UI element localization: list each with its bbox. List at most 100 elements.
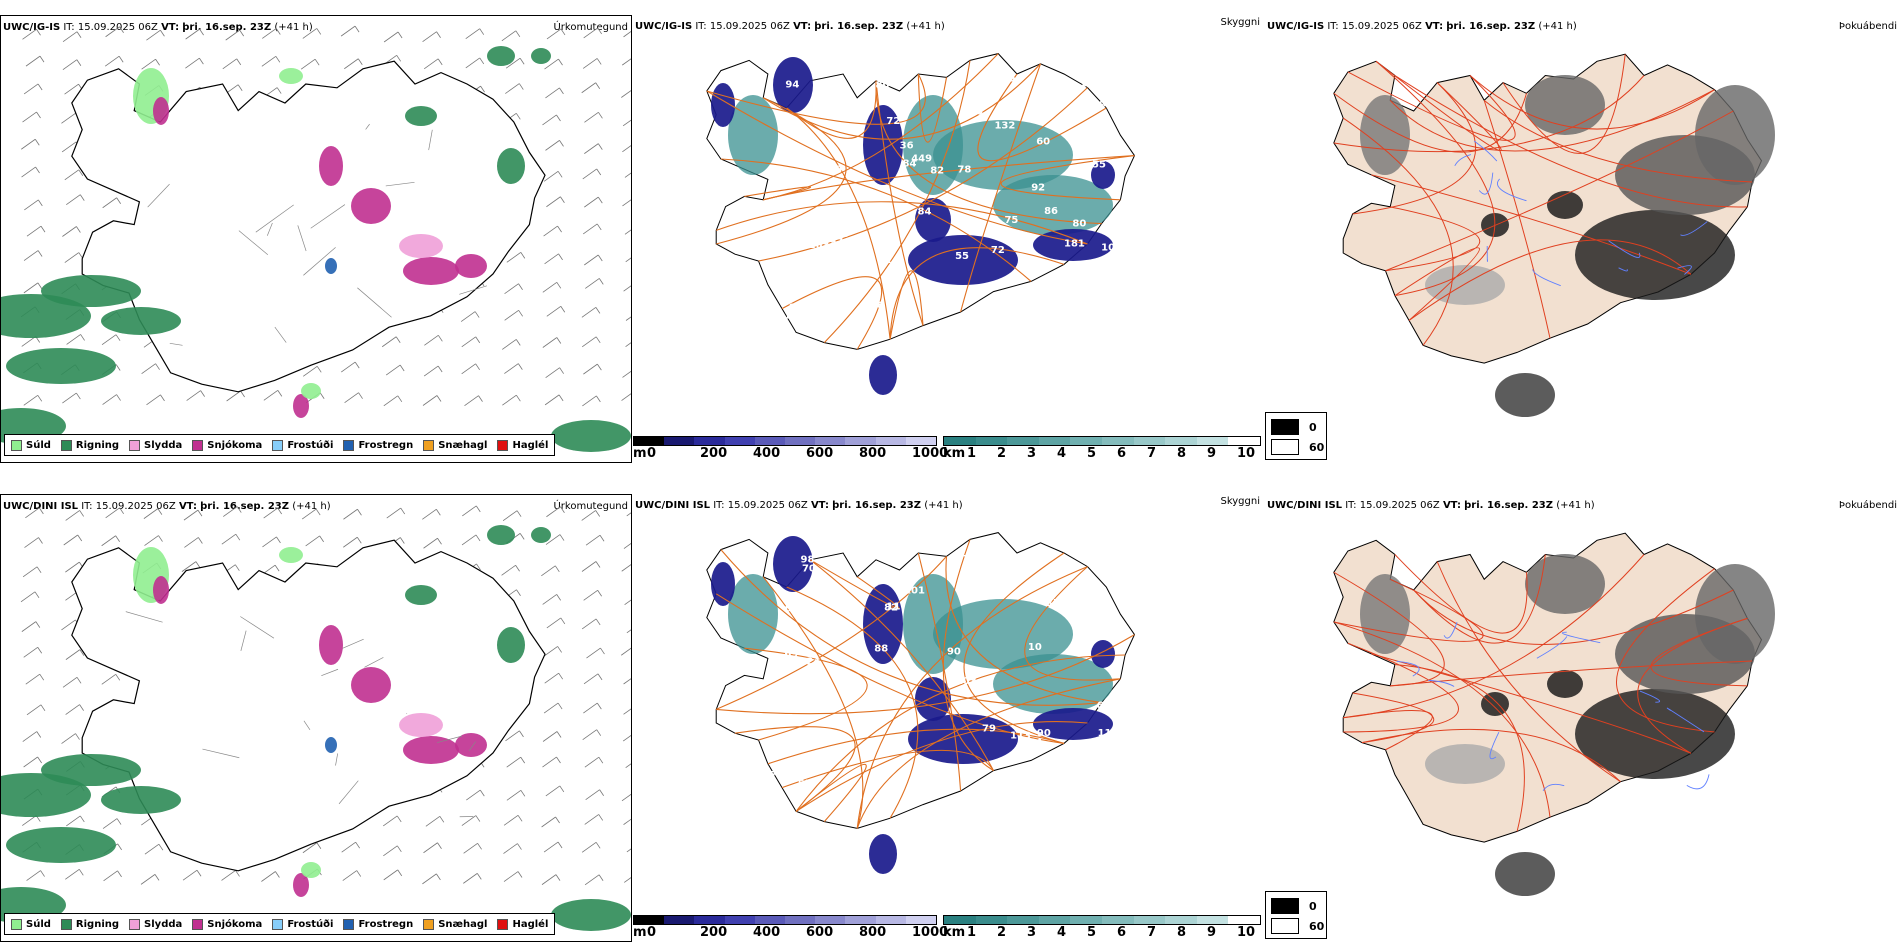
wind-barb-flag [598,814,604,821]
low-ceiling-area [908,235,1018,285]
wind-barb [383,395,399,407]
wind-barb-flag [595,336,601,344]
road-line [1389,89,1715,152]
wind-barb-flag [197,509,203,517]
rain-area [41,275,141,307]
wind-barb-flag [119,507,124,515]
road-line [1413,554,1546,644]
wind-barb-flag [36,566,42,574]
fog-area [1695,85,1775,185]
wind-barb-flag [396,55,402,62]
wind-barb-flag [115,334,121,341]
wind-barb [144,535,159,546]
legend-item: Súld [11,918,51,930]
wind-barb [23,250,39,261]
ceiling-colorbar: m 0 200 400 600 800 1000 [633,915,948,940]
road-line [1483,100,1551,339]
wind-barb [263,390,279,401]
wind-barb [143,508,159,519]
rain-area [551,899,631,931]
legend-swatch [272,439,284,451]
panel-title: UWC/DINI ISL IT: 15.09.2025 06Z VT: þri.… [635,500,963,511]
wind-barb [581,842,597,853]
visibility-colorbar-swatches [943,915,1261,925]
wind-barb-flag [556,731,562,738]
ceiling-colorbar-ticks: m 0 200 400 600 800 1000 [633,446,948,461]
legend-label: Frostúði [287,439,334,451]
precip-area [351,188,391,224]
wind-barb-flag [600,647,605,655]
ceiling-value: 181 [1064,238,1085,249]
wind-barb [545,140,560,151]
wind-barb-flag [116,818,122,825]
precip-area [293,873,309,897]
wind-barb-flag [237,84,243,91]
wind-barb-flag [556,282,562,289]
colorbar-tick: 5 [1087,925,1097,940]
wind-barb-flag [276,536,281,544]
road-line [1385,110,1734,272]
low-ceiling-area [773,57,813,113]
wind-barb-flag [558,253,563,261]
wind-barb [584,111,599,123]
rain-area [41,754,141,786]
ceiling-value: 101 [904,585,925,596]
wind-barb [102,818,118,829]
wind-barb-flag [158,535,163,542]
wind-barb [623,543,631,549]
wind-barb [141,363,156,375]
legend-item: Snæhagl [423,918,487,930]
low-ceiling-area [773,536,813,592]
road-line [1502,54,1626,154]
wind-barb [503,814,519,826]
colorbar-tick: 1000 [912,446,949,461]
wind-barb [624,599,631,606]
wind-barb [102,394,117,405]
fog-key-light-label: 60 [1309,440,1325,454]
precip-area [279,68,303,84]
wind-barb [546,196,561,208]
low-ceiling-area [1091,161,1115,189]
river-line [1532,269,1561,287]
wind-barb [541,816,556,828]
wind-barb-flag [436,31,441,38]
ceiling-value: 94 [785,79,799,90]
fog-key-dark-label: 0 [1309,420,1317,434]
wind-barb-flag [597,590,602,597]
wind-barb [503,843,518,854]
wind-barb [464,395,479,406]
wind-barb [506,252,522,263]
panel-label: Skyggni [1220,496,1260,507]
visibility-area [903,574,963,674]
wind-barb-flag [519,730,524,738]
legend-item: Frostregn [343,439,414,451]
road-line [1394,75,1748,208]
wind-barb [624,877,631,883]
road-line [706,73,926,125]
wind-barb [22,731,37,742]
legend-label: Frostregn [358,439,414,451]
wind-barb [501,564,516,576]
wind-barb-flag [76,226,81,233]
visibility-area [933,120,1073,190]
wind-barb-flag [396,815,402,823]
wind-barb [581,561,597,572]
road-line [1408,239,1692,321]
wind-barb-flag [355,841,361,849]
wind-barb [506,756,521,768]
road-line [255,204,294,233]
legend-label: Frostregn [358,918,414,930]
river-line [1489,731,1500,760]
legend-label: Slydda [144,918,183,930]
wind-barb-flag [275,28,281,35]
river-line [1618,267,1628,272]
wind-barb-flag [517,843,522,850]
ceiling-value: 129 [805,672,826,683]
wind-barb-flag [240,390,245,398]
wind-barb [225,29,240,41]
wind-barb-flag [37,83,43,91]
legend-swatch [497,918,509,930]
wind-barb [261,871,276,882]
river-line [1536,636,1568,659]
wind-barb [185,57,200,69]
